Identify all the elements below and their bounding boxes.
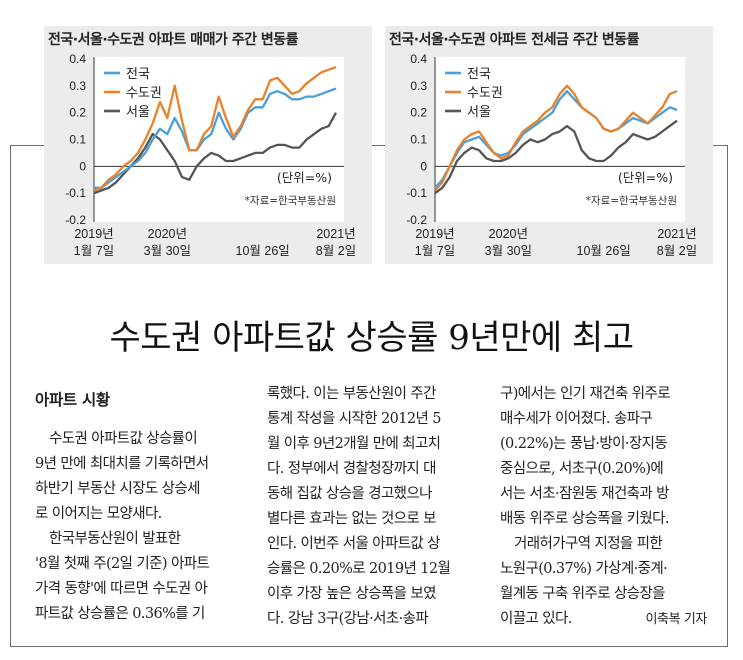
unit-note: (단위=%)	[277, 170, 332, 185]
x-tick-year: 2020년	[148, 227, 187, 241]
y-tick-label: 0.4	[410, 52, 427, 66]
body-text-line: 별다른 효과는 없는 것으로 보	[267, 511, 437, 527]
source-note: *자료=한국부동산원	[245, 195, 336, 207]
body-text-line: 다. 강남 3구(강남·서초·송파	[267, 611, 429, 627]
x-tick-year: 2019년	[415, 227, 454, 241]
x-tick-date: 3월 30일	[485, 244, 532, 258]
x-tick-date: 10월 26일	[577, 244, 631, 258]
body-text-line: 하반기 부동산 시장도 상승세	[35, 481, 201, 497]
body-text-line: 월 이후 9년2개월 만에 최고치	[267, 436, 441, 452]
body-text-line: (0.22%)는 풍납·방이·장지동	[500, 436, 668, 452]
y-tick-label: 0.3	[410, 79, 427, 93]
x-tick-date: 1월 7일	[415, 244, 455, 258]
legend-label: 서울	[126, 105, 150, 120]
section-title: 아파트 시황	[35, 391, 110, 409]
body-text-line: 이끌고 있다. 이축복 기자	[500, 607, 715, 632]
chart-title: 전국·서울·수도권 아파트 매매가 주간 변동률	[48, 32, 298, 48]
body-text-line: 수도권 아파트값 상승률이	[49, 431, 198, 447]
unit-note: (단위=%)	[618, 170, 673, 185]
byline: 이축복 기자	[645, 612, 707, 627]
legend-label: 서울	[467, 105, 491, 120]
series-line-전국	[434, 90, 678, 189]
x-tick-year: 2021년	[316, 227, 355, 241]
body-text-line: '8월 첫째 주(2일 기준) 아파트	[35, 556, 210, 572]
y-tick-label: -0.2	[65, 213, 86, 227]
chart-panel-sale-price: 전국·서울·수도권 아파트 매매가 주간 변동률 0.4 0.3 0.2 0.1 0 -0…	[44, 26, 372, 264]
body-text-line: 거래허가구역 지정을 피한	[514, 536, 663, 552]
y-tick-label: 0	[420, 159, 427, 173]
y-tick-label: 0.2	[69, 106, 86, 120]
body-text-line: 배동 위주로 상승폭을 키웠다.	[500, 511, 670, 527]
legend-label: 수도권	[126, 86, 162, 101]
x-tick-date: 10월 26일	[236, 244, 290, 258]
body-text-line: 구)에서는 인기 재건축 위주로	[500, 386, 671, 402]
y-tick-label: 0.1	[69, 133, 86, 147]
legend-label: 전국	[126, 67, 150, 82]
plot-area	[435, 57, 685, 222]
y-tick-label: 0	[79, 159, 86, 173]
body-text-line: 인다. 이번주 서울 아파트값 상	[267, 536, 441, 552]
body-text-line: 승률은 0.20%로 2019년 12월	[267, 561, 451, 577]
y-tick-label: -0.1	[406, 186, 427, 200]
x-tick-date: 8월 2일	[316, 244, 356, 258]
headline: 수도권 아파트값 상승률 9년만에 최고	[109, 318, 634, 358]
x-tick-year: 2021년	[657, 227, 696, 241]
body-text-line: 한국부동산원이 발표한	[49, 531, 181, 547]
legend-label: 전국	[467, 67, 491, 82]
body-text-line: 다. 정부에서 경찰청장까지 대	[267, 461, 437, 477]
x-tick-date: 3월 30일	[144, 244, 191, 258]
chart-title: 전국·서울·수도권 아파트 전세금 주간 변동률	[389, 32, 639, 48]
body-text-line: 9년 만에 최대치를 기록하면서	[35, 456, 209, 472]
source-note: *자료=한국부동산원	[586, 195, 677, 207]
body-text-line: 매수세가 이어졌다. 송파구	[500, 411, 653, 427]
body-text-line: 록했다. 이는 부동산원이 주간	[267, 386, 437, 402]
body-text-line: 노원구(0.37%) 가상계·중계·	[500, 561, 668, 577]
body-text-line: 서는 서초·잠원동 재건축과 방	[500, 486, 670, 502]
x-tick-date: 8월 2일	[657, 244, 697, 258]
series-line-수도권	[434, 84, 678, 192]
y-tick-label: 0.4	[69, 52, 86, 66]
plot-area	[94, 57, 344, 222]
body-text-line: 월계동 구축 위주로 상승장을	[500, 586, 666, 602]
y-tick-label: -0.2	[406, 213, 427, 227]
body-text-line: 이후 가장 높은 상승폭을 보였	[267, 586, 437, 602]
body-text-line: 통계 작성을 시작한 2012년 5	[267, 411, 441, 427]
body-text-line: 중심으로, 서초구(0.20%)에	[500, 461, 664, 477]
y-tick-label: 0.3	[69, 79, 86, 93]
body-text-line: 동해 집값 상승을 경고했으나	[267, 486, 433, 502]
chart-panel-jeonse: 전국·서울·수도권 아파트 전세금 주간 변동률 0.4 0.3 0.2 0.1 0 -0…	[385, 26, 713, 264]
series-line-수도권	[93, 66, 337, 192]
legend-label: 수도권	[467, 86, 503, 101]
x-tick-date: 1월 7일	[74, 244, 114, 258]
y-tick-label: 0.2	[410, 106, 427, 120]
x-tick-year: 2020년	[489, 227, 528, 241]
body-text-line: 가격 동향'에 따르면 수도권 아	[35, 581, 208, 597]
y-tick-label: 0.1	[410, 133, 427, 147]
body-text-line: 로 이어지는 모양새다.	[35, 506, 162, 522]
body-text-line: 파트값 상승률은 0.36%를 기	[35, 606, 205, 622]
x-tick-year: 2019년	[74, 227, 113, 241]
series-line-전국	[94, 87, 337, 189]
y-tick-label: -0.1	[65, 186, 86, 200]
series-line-서울	[434, 119, 678, 195]
